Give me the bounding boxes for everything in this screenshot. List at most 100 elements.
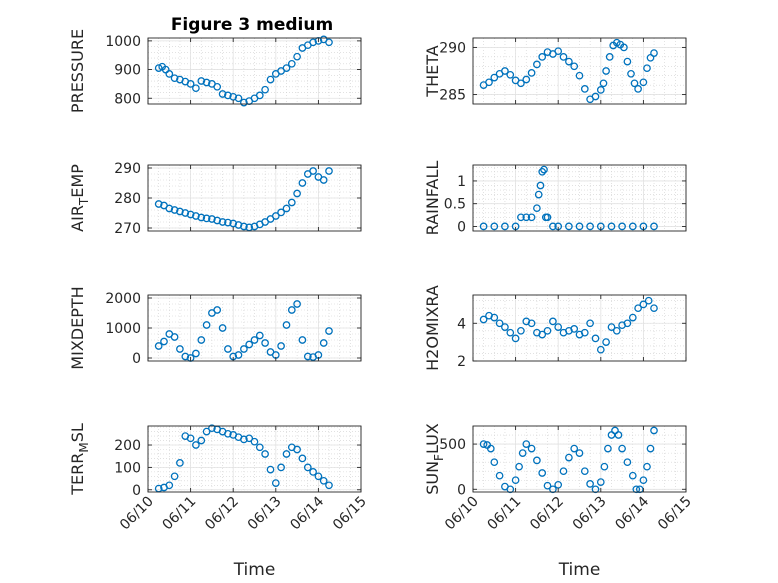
data-point xyxy=(186,210,195,219)
data-point xyxy=(277,342,285,350)
data-point xyxy=(240,345,248,353)
data-point xyxy=(612,326,621,335)
data-point xyxy=(527,69,536,77)
data-point xyxy=(586,222,594,231)
data-point xyxy=(176,207,184,216)
data-point xyxy=(501,222,509,231)
data-point xyxy=(650,49,658,57)
data-point xyxy=(605,53,614,61)
data-point xyxy=(319,339,328,347)
data-point xyxy=(255,331,264,340)
y-tick-label: 270 xyxy=(114,221,141,237)
data-point xyxy=(202,78,211,87)
series-terr_msl xyxy=(154,424,333,493)
data-point xyxy=(650,304,658,313)
data-point xyxy=(650,222,658,231)
data-point xyxy=(261,339,269,347)
data-point xyxy=(565,57,573,66)
axes-box xyxy=(147,37,362,105)
data-point xyxy=(240,222,248,231)
y-axis-label: H2OMIXRA xyxy=(423,285,442,371)
series-theta xyxy=(479,38,658,104)
data-point xyxy=(646,444,655,453)
data-point xyxy=(325,327,333,335)
data-point xyxy=(565,453,573,462)
data-point xyxy=(501,323,509,331)
data-point xyxy=(202,321,211,329)
axes-pressure: 800 900 1000 PRESSURE xyxy=(68,29,362,113)
y-tick-label: 4 xyxy=(457,316,466,332)
data-point xyxy=(543,213,552,222)
data-point xyxy=(575,71,584,80)
data-point xyxy=(309,468,317,476)
data-point xyxy=(538,53,547,61)
y-tick-label: 290 xyxy=(114,161,141,177)
y-tick-label: 900 xyxy=(114,63,141,79)
data-point xyxy=(479,315,488,324)
data-point xyxy=(245,340,254,349)
data-point xyxy=(527,319,536,328)
axes-h2omixra: 2 4 H2OMIXRA xyxy=(423,285,687,371)
data-point xyxy=(192,349,200,358)
data-point xyxy=(630,79,639,88)
data-point xyxy=(197,336,206,344)
data-point xyxy=(549,222,557,231)
data-point xyxy=(298,336,307,344)
data-point xyxy=(543,481,552,490)
data-point xyxy=(229,219,238,228)
data-point xyxy=(515,462,523,471)
data-point xyxy=(618,444,626,453)
y-axis-label: PRESSURE xyxy=(68,29,87,113)
data-point xyxy=(282,64,291,72)
y-tick-label: 0 xyxy=(132,483,141,499)
data-point xyxy=(224,91,232,100)
axes-rainfall: 0 0.5 1 RAINFALL xyxy=(423,161,687,235)
data-point xyxy=(527,213,536,222)
data-point xyxy=(202,427,211,436)
y-tick-label: 2000 xyxy=(105,291,141,307)
data-point xyxy=(170,472,179,481)
data-point xyxy=(599,79,608,88)
y-axis-label: TERRMSL xyxy=(68,423,91,496)
y-tick-label: 0 xyxy=(457,482,466,498)
data-point xyxy=(632,485,641,494)
data-point xyxy=(486,444,495,453)
data-point xyxy=(533,204,541,213)
data-point xyxy=(586,319,594,328)
data-point xyxy=(293,52,301,61)
data-point xyxy=(623,458,632,467)
data-point xyxy=(575,222,584,231)
data-point xyxy=(479,222,488,231)
major-grid xyxy=(147,295,362,361)
data-point xyxy=(527,444,536,453)
data-point xyxy=(309,38,317,47)
data-point xyxy=(596,478,605,486)
y-tick-label: 0 xyxy=(457,219,466,235)
y-tick-label: 280 xyxy=(114,191,141,207)
data-point xyxy=(208,424,216,433)
data-point xyxy=(495,319,504,328)
data-point xyxy=(501,67,509,75)
y-tick-label: 2 xyxy=(457,354,466,370)
data-point xyxy=(154,200,163,208)
data-point xyxy=(479,440,488,448)
data-point xyxy=(234,351,243,359)
data-point xyxy=(495,471,504,480)
data-point xyxy=(298,454,307,463)
data-point xyxy=(261,85,269,94)
data-point xyxy=(620,43,628,52)
data-point xyxy=(543,326,552,335)
x-axis-label: Time xyxy=(233,560,276,580)
y-tick-label: 1000 xyxy=(105,34,141,50)
data-point xyxy=(303,463,312,472)
y-tick-label: 1000 xyxy=(105,321,141,337)
data-point xyxy=(240,98,248,107)
axes-box xyxy=(472,164,687,232)
data-point xyxy=(517,326,525,335)
data-point xyxy=(607,323,616,331)
data-point xyxy=(559,467,568,476)
data-point xyxy=(490,222,499,231)
y-tick-label: 800 xyxy=(114,91,141,107)
